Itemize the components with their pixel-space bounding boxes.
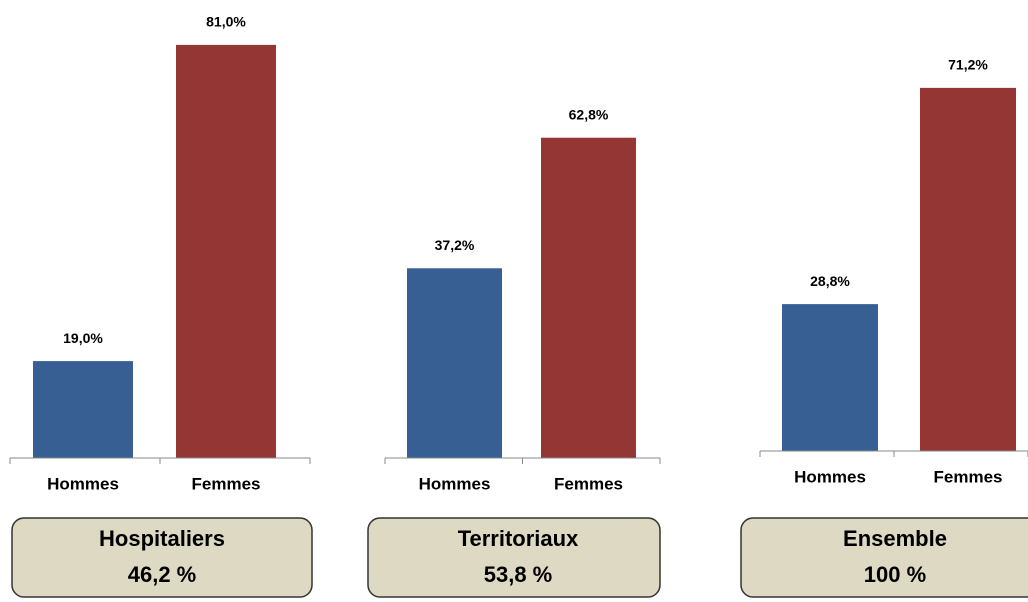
value-label: 19,0% bbox=[63, 330, 103, 346]
box-title: Ensemble bbox=[843, 526, 947, 551]
category-label: Femmes bbox=[192, 474, 261, 493]
value-label: 62,8% bbox=[569, 106, 609, 122]
summary-box bbox=[367, 517, 661, 598]
box-title: Hospitaliers bbox=[99, 526, 225, 551]
bar bbox=[920, 87, 1016, 451]
category-label: Hommes bbox=[47, 474, 119, 493]
bar bbox=[407, 268, 502, 458]
bar bbox=[33, 361, 133, 458]
category-label: Femmes bbox=[554, 474, 623, 493]
value-label: 71,2% bbox=[948, 57, 988, 73]
category-label: Hommes bbox=[419, 474, 491, 493]
box-subtitle: 100 % bbox=[864, 562, 926, 587]
summary-box bbox=[740, 517, 1028, 598]
box-title: Territoriaux bbox=[458, 526, 579, 551]
value-label: 81,0% bbox=[206, 14, 246, 30]
box-subtitle: 46,2 % bbox=[128, 562, 197, 587]
category-label: Femmes bbox=[934, 467, 1003, 486]
summary-box bbox=[11, 517, 313, 598]
bar bbox=[541, 137, 636, 458]
box-subtitle: 53,8 % bbox=[484, 562, 553, 587]
value-label: 28,8% bbox=[810, 273, 850, 289]
bar bbox=[176, 44, 276, 459]
category-label: Hommes bbox=[794, 467, 866, 486]
bar bbox=[782, 304, 878, 451]
value-label: 37,2% bbox=[435, 237, 475, 253]
